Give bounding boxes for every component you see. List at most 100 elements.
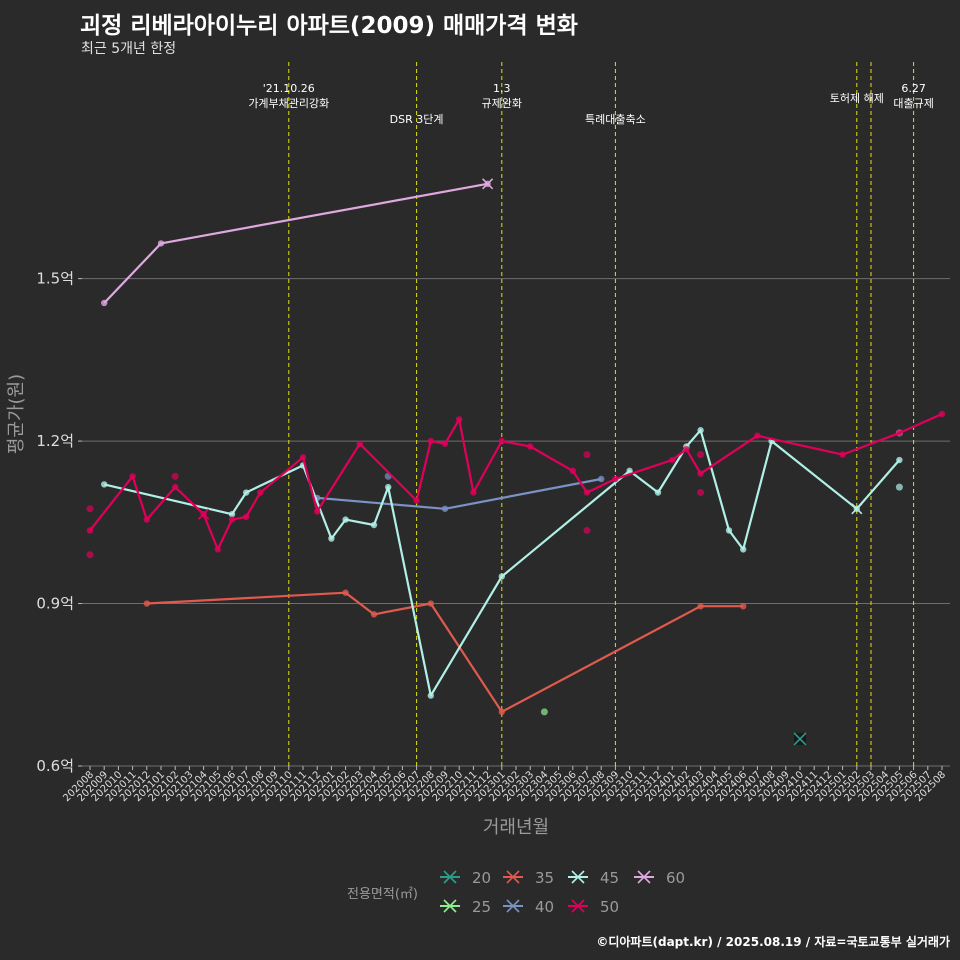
data-point-50	[314, 508, 321, 515]
data-point-50	[172, 483, 179, 491]
data-point-40	[441, 505, 449, 512]
data-point-45	[101, 481, 108, 488]
data-point-50	[896, 429, 903, 437]
y-tick-label: 1.5억	[36, 270, 74, 288]
data-point-50	[754, 432, 761, 439]
data-point-45	[896, 456, 903, 464]
legend-swatch-cross	[506, 899, 520, 913]
x-axis-title: 거래년월	[483, 817, 549, 838]
chart-title: 괴정 리베라아이누리 아파트(2009) 매매가격 변화	[80, 13, 578, 39]
data-point-45	[697, 427, 704, 434]
data-point-35	[740, 603, 747, 610]
cross-marker	[198, 508, 210, 520]
data-point-35	[427, 600, 434, 607]
legend-label: 60	[666, 869, 685, 887]
data-point-50	[413, 497, 420, 504]
legend-swatch-cross	[637, 870, 651, 884]
data-point-50	[527, 443, 534, 450]
chart-subtitle: 최근 5개년 한정	[81, 41, 177, 57]
data-point-50	[456, 416, 463, 423]
event-label-line: 가계부채관리강화	[248, 97, 329, 110]
data-point-45	[626, 467, 633, 475]
y-tick-label: 0.9억	[36, 595, 74, 613]
data-point-60	[157, 240, 165, 247]
scatter-point-50	[583, 451, 591, 459]
cross-marker	[793, 732, 807, 746]
data-point-50	[129, 473, 136, 480]
scatter-point-50	[697, 451, 705, 459]
scatter-point-50	[697, 489, 705, 497]
event-label-line: 대출규제	[893, 97, 933, 110]
data-point-50	[839, 451, 846, 458]
legend-swatch-cross	[443, 870, 457, 884]
data-point-45	[385, 483, 392, 491]
series-line-40	[317, 477, 602, 510]
event-label: 특례대출축소	[585, 113, 646, 126]
data-point-45	[740, 546, 747, 553]
data-point-40	[598, 475, 605, 483]
event-label: DSR 3단계	[390, 113, 444, 126]
event-label-line: 규제완화	[482, 97, 522, 110]
event-label-line: 1.3	[493, 82, 511, 95]
data-point-45	[427, 692, 434, 699]
data-point-50	[86, 527, 94, 534]
legend-swatch-cross	[571, 899, 585, 913]
data-point-50	[243, 513, 250, 521]
scatter-point-50	[86, 551, 94, 559]
data-point-50	[683, 446, 690, 453]
data-point-50	[669, 456, 676, 464]
data-point-45	[342, 516, 349, 523]
legend-swatch-cross	[571, 870, 585, 884]
data-point-50	[498, 437, 505, 445]
data-point-50	[569, 467, 576, 475]
data-point-45	[328, 535, 335, 542]
event-label-line: DSR 3단계	[390, 113, 444, 126]
data-point-50	[257, 489, 264, 496]
data-point-50	[441, 440, 449, 447]
scatter-point-50	[171, 472, 179, 480]
data-point-50	[356, 440, 363, 447]
data-point-35	[697, 603, 704, 610]
event-label-line: 특례대출축소	[585, 113, 646, 126]
legend-label: 25	[472, 898, 491, 916]
event-label: '21.10.26 가계부채관리강화	[248, 82, 329, 110]
data-point-35	[370, 611, 378, 618]
y-tick-label: 1.2억	[36, 432, 74, 450]
cross-marker	[482, 178, 494, 190]
event-label-line: 토허제 해제	[830, 91, 884, 105]
y-axis-title: 평균가(원)	[6, 374, 27, 454]
legend-label: 35	[535, 869, 554, 887]
scatter-point-45	[895, 483, 903, 491]
y-tick-label: 0.6억	[36, 757, 74, 775]
data-point-35	[143, 600, 150, 607]
data-point-60	[101, 299, 108, 307]
legend-label: 45	[600, 869, 619, 887]
data-point-45	[654, 489, 662, 496]
data-point-45	[228, 510, 236, 518]
data-point-50	[143, 516, 150, 523]
legend-swatch-cross	[506, 870, 520, 884]
scatter-point-50	[86, 505, 94, 513]
legend-title: 전용면적(㎡)	[347, 887, 418, 902]
event-label-line: 6.27	[901, 82, 926, 95]
data-point-45	[725, 527, 733, 534]
legend-label: 20	[472, 869, 491, 887]
data-point-45	[498, 573, 505, 580]
data-point-35	[342, 589, 349, 596]
data-point-45	[243, 489, 250, 496]
data-point-50	[228, 516, 236, 523]
data-point-50	[612, 475, 619, 483]
legend-label: 40	[535, 898, 554, 916]
event-label: 1.3 규제완화	[482, 82, 522, 110]
event-label: 토허제 해제	[830, 91, 884, 105]
data-point-50	[583, 489, 591, 496]
scatter-point-50	[583, 526, 591, 534]
data-point-45	[370, 521, 378, 529]
data-point-50	[214, 546, 221, 553]
event-label: 6.27 대출규제	[893, 82, 933, 110]
data-point-50	[697, 470, 704, 477]
cross-marker	[851, 503, 863, 515]
scatter-point-25	[540, 708, 548, 716]
event-label-line: '21.10.26	[263, 82, 315, 95]
